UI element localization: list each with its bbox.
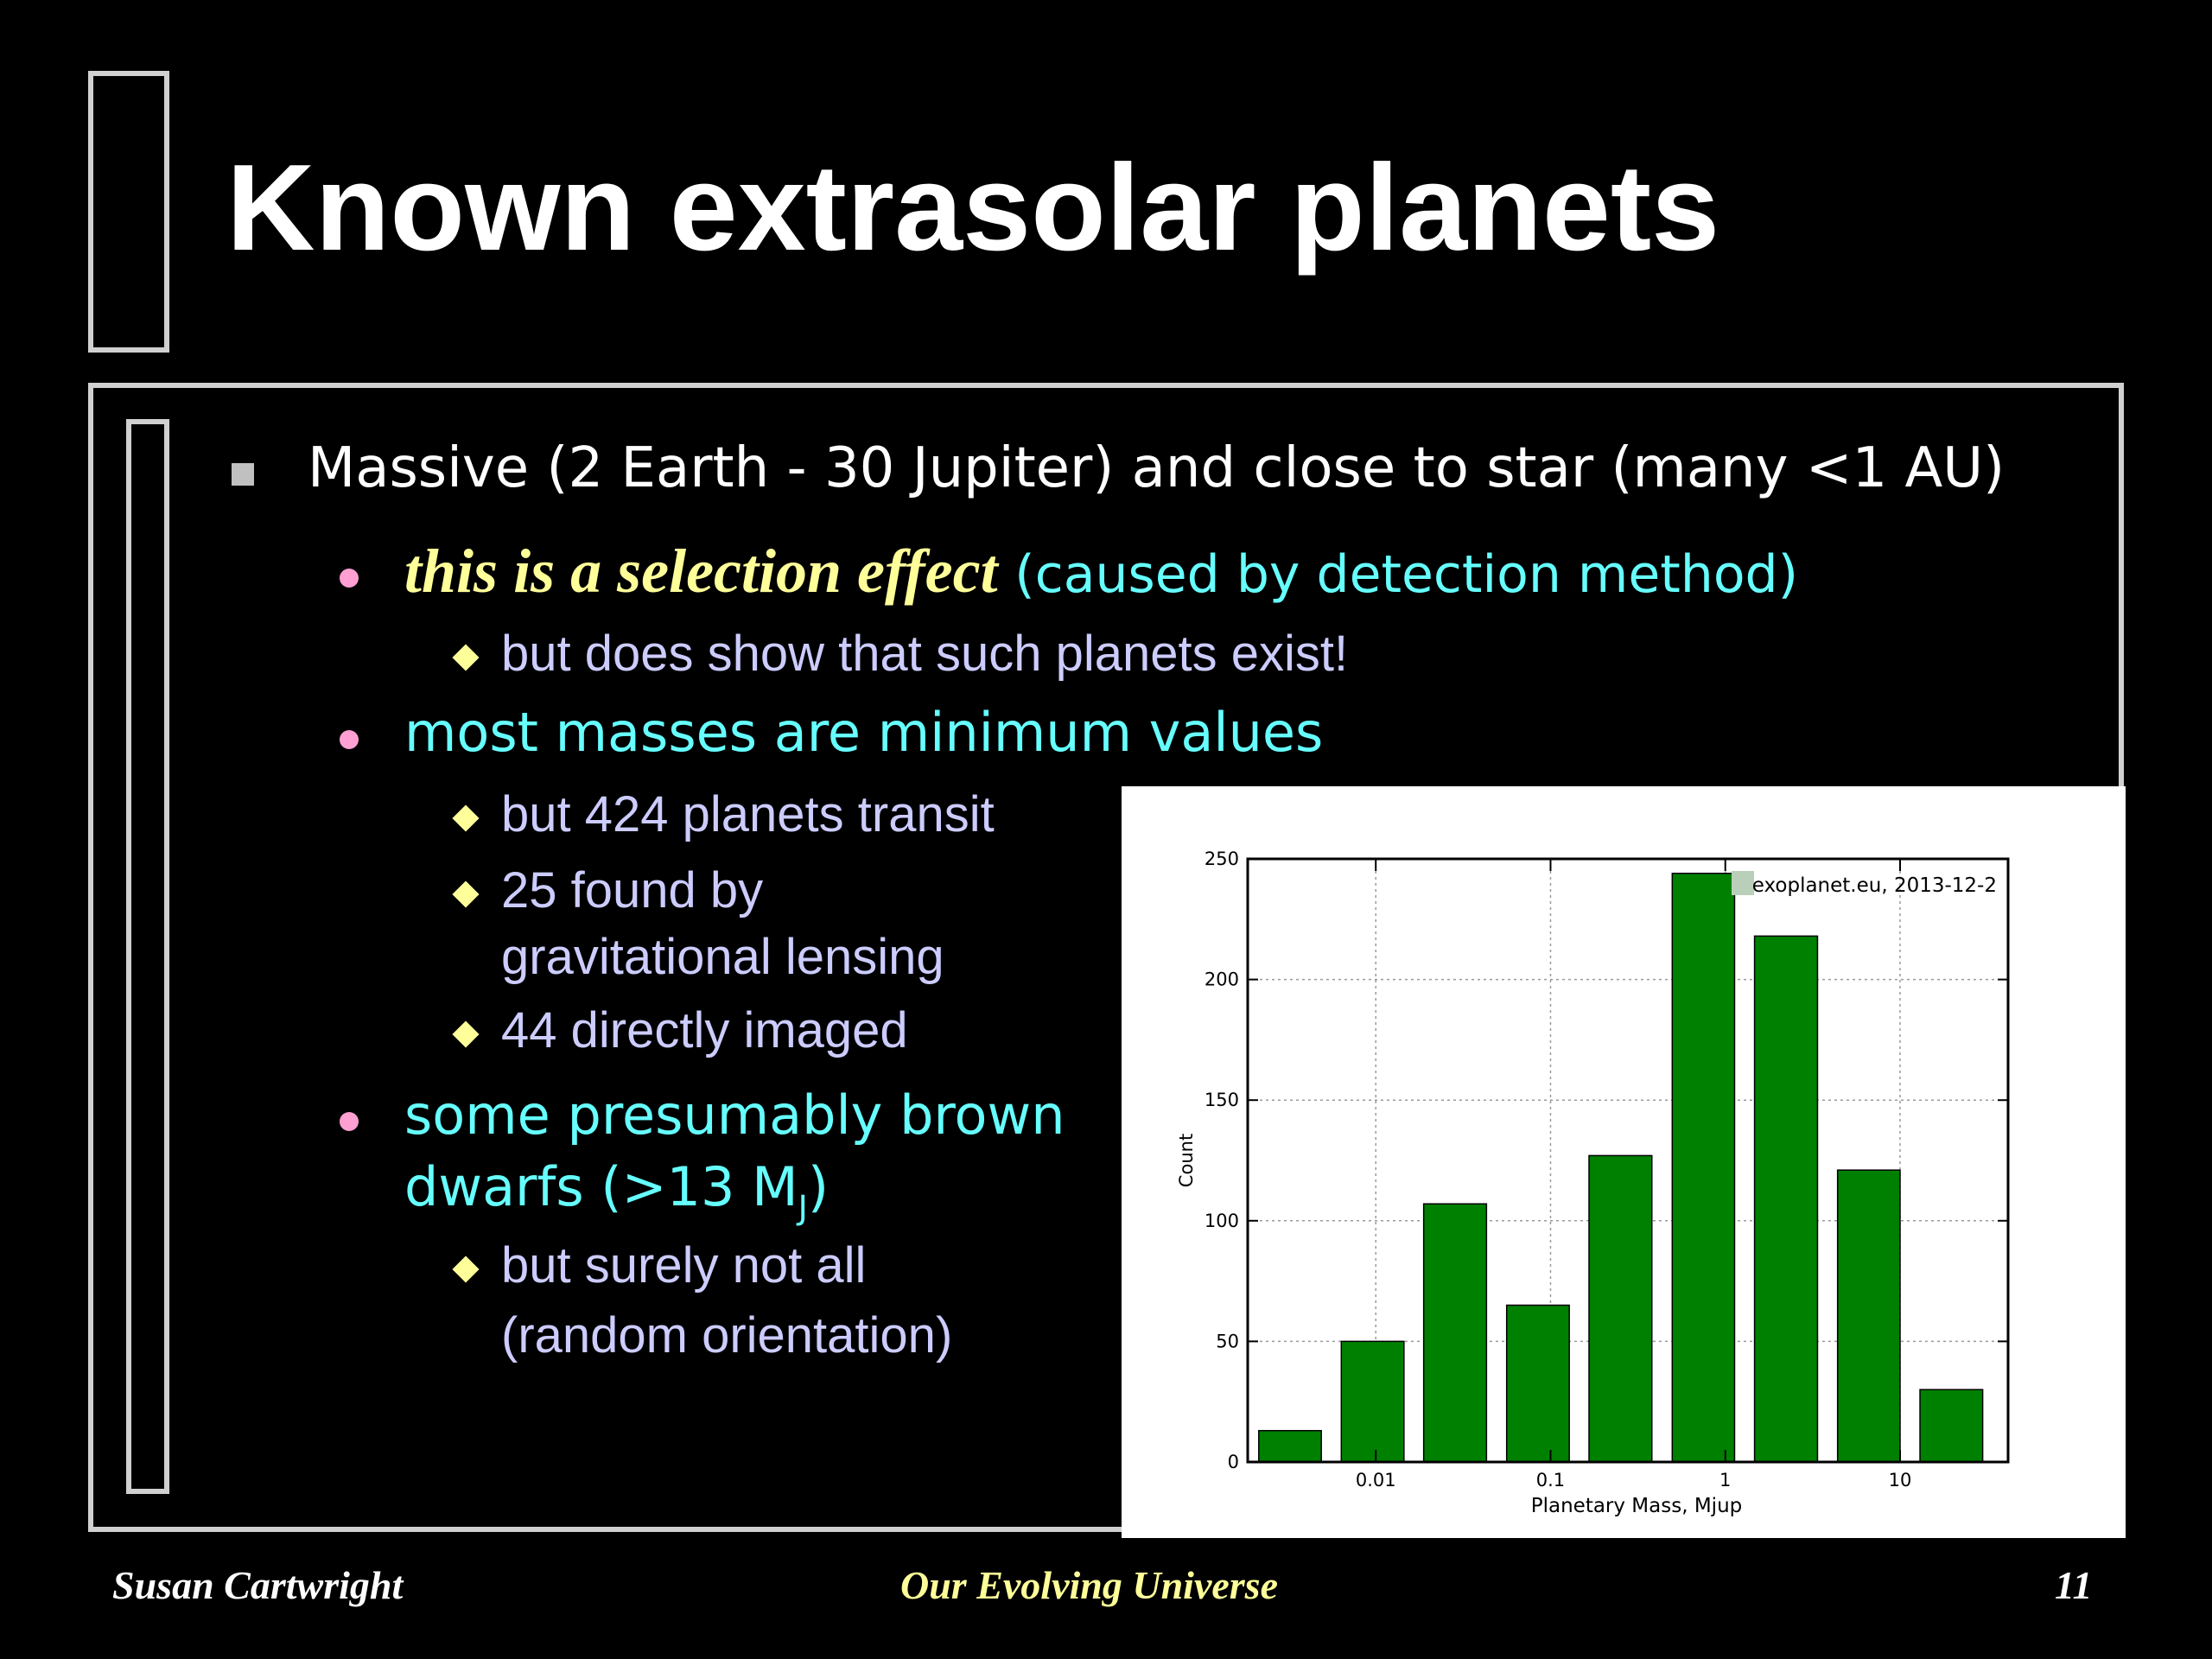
y-tick-label: 0 xyxy=(1228,1452,1239,1472)
mass-histogram-panel: 0 50 100 150 200 250 0.01 0.1 1 10 exoplanet.eu, … xyxy=(1122,786,2126,1538)
histogram-bar xyxy=(1836,1169,1901,1463)
bullet-selection-effect: this is a selection effect (caused by de… xyxy=(404,536,1798,607)
mass-histogram: 0 50 100 150 200 250 0.01 0.1 1 10 exoplanet.eu, … xyxy=(1176,849,2010,1517)
x-tick-label: 10 xyxy=(1889,1470,1912,1491)
bullet-lensing-line1: 25 found by xyxy=(501,862,764,918)
y-tick-label: 250 xyxy=(1205,849,1239,869)
footer-author: Susan Cartwright xyxy=(112,1563,404,1607)
y-tick-label: 100 xyxy=(1205,1211,1239,1231)
x-axis-label: Planetary Mass, Mjup xyxy=(1531,1495,1743,1517)
round-bullet xyxy=(340,569,359,588)
x-tick-label: 0.01 xyxy=(1356,1470,1396,1491)
x-tick-label: 0.1 xyxy=(1536,1470,1565,1491)
bullet-massive: Massive (2 Earth - 30 Jupiter) and close… xyxy=(308,436,2005,500)
bullet-directly-imaged: 44 directly imaged xyxy=(501,1002,908,1058)
histogram-bar xyxy=(1422,1203,1488,1463)
bullet-minimum-values: most masses are minimum values xyxy=(404,701,1324,764)
brown-dwarfs-close: ) xyxy=(807,1155,830,1218)
bullet-transit: but 424 planets transit xyxy=(501,786,995,842)
x-tick-label: 1 xyxy=(1719,1470,1731,1491)
bullet-not-all-line2: (random orientation) xyxy=(501,1307,953,1363)
round-bullet xyxy=(340,1112,359,1131)
y-tick-label: 150 xyxy=(1205,1090,1239,1110)
jupiter-subscript: J xyxy=(798,1189,808,1227)
footer-course: Our Evolving Universe xyxy=(900,1563,1278,1607)
y-tick-label: 200 xyxy=(1205,969,1239,990)
bullet-brown-dwarfs-line1: some presumably brown xyxy=(404,1084,1065,1147)
plot-frame xyxy=(1246,857,2010,1464)
selection-effect-emphasis: this is a selection effect xyxy=(404,537,998,606)
histogram-bar xyxy=(1505,1304,1570,1463)
bullet-not-all-line1: but surely not all xyxy=(501,1237,867,1294)
bars xyxy=(1258,873,1984,1463)
bullet-planets-exist: but does show that such planets exist! xyxy=(501,626,1349,682)
slide-title: Known extrasolar planets xyxy=(226,139,1720,276)
y-tick-label: 50 xyxy=(1216,1331,1239,1351)
source-annotation: exoplanet.eu, 2013-12-2 xyxy=(1752,874,1997,897)
footer-page-number: 11 xyxy=(2055,1563,2093,1607)
y-axis-label: Count xyxy=(1176,1134,1197,1187)
axis-ticks xyxy=(1248,858,2008,1463)
brown-dwarfs-text: dwarfs (>13 M xyxy=(404,1155,798,1218)
square-bullet xyxy=(232,463,254,486)
bullet-brown-dwarfs-line2: dwarfs (>13 MJ) xyxy=(404,1156,829,1228)
histogram-bar xyxy=(1588,1154,1653,1463)
histogram-bar xyxy=(1258,1429,1322,1463)
content-marker-frame xyxy=(126,419,169,1494)
selection-effect-cause: (caused by detection method) xyxy=(1014,544,1799,605)
histogram-bar xyxy=(1919,1389,1984,1463)
annotation-background xyxy=(1732,871,1754,895)
round-bullet xyxy=(340,730,359,749)
bullet-lensing-line2: gravitational lensing xyxy=(501,929,944,985)
title-marker-frame xyxy=(88,71,169,353)
histogram-bar xyxy=(1753,935,1819,1463)
histogram-bar xyxy=(1340,1340,1405,1463)
histogram-bar xyxy=(1671,873,1736,1463)
tick-labels: 0 50 100 150 200 250 0.01 0.1 1 10 xyxy=(1205,849,1911,1491)
